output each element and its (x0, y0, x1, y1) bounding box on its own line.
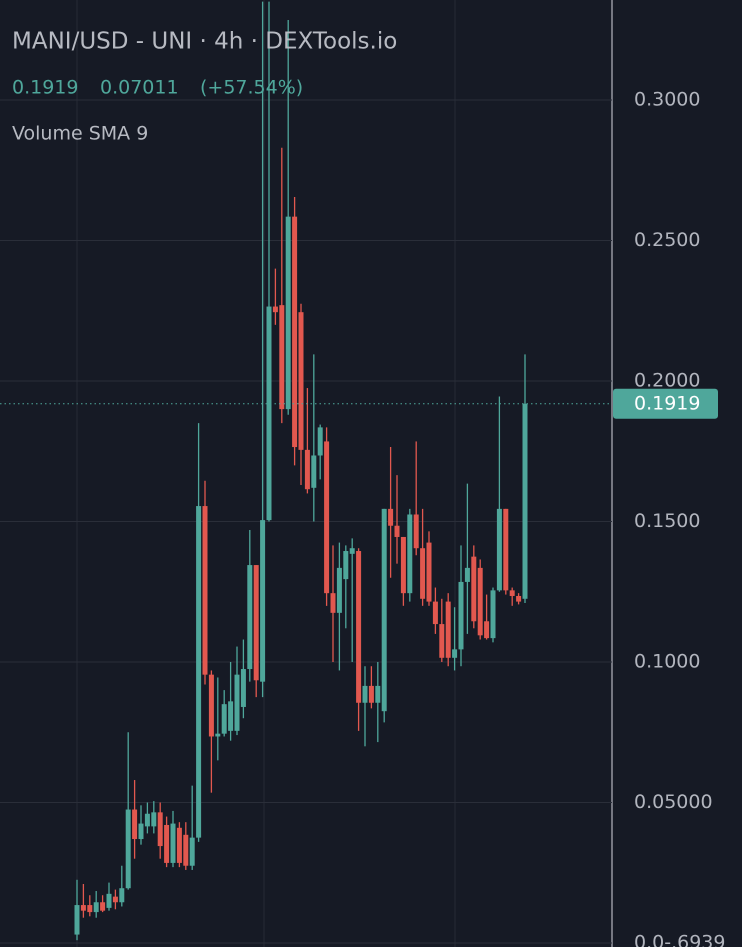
y-tick-label: 0.2500 (634, 229, 700, 251)
candle-body (106, 893, 112, 908)
candle-body (407, 514, 413, 594)
candle-body (426, 542, 432, 602)
candles (74, 1, 528, 941)
candle-body (228, 701, 234, 731)
candle-body (432, 601, 438, 625)
y-tick-label: 0.1000 (634, 651, 700, 673)
indicator-label: Volume SMA 9 (12, 123, 148, 145)
candle-body (503, 508, 509, 591)
candle-body (343, 551, 349, 580)
candle-body (253, 565, 259, 681)
candle-body (464, 567, 470, 582)
candle-body (176, 827, 182, 863)
candle-body (138, 823, 144, 840)
candle-body (471, 556, 477, 622)
candle-body (100, 902, 106, 911)
candle-body (189, 837, 195, 866)
candle-body (304, 449, 310, 490)
candle-body (413, 514, 419, 549)
last-price-tag-label: 0.1919 (634, 392, 700, 414)
candle-body (381, 508, 387, 712)
candle-body (240, 669, 246, 707)
candle-body (87, 905, 93, 913)
candle-body (208, 674, 214, 737)
candle-body (375, 685, 381, 703)
candle-body (516, 595, 522, 602)
candle-body (330, 593, 336, 613)
candle-body (394, 525, 400, 537)
candle-body (170, 823, 176, 863)
y-tick-label: 0.3000 (634, 89, 700, 111)
candle-body (311, 455, 317, 488)
candle-body (522, 403, 528, 599)
candle-body (477, 567, 483, 636)
candle-body (132, 809, 138, 840)
candle-body (349, 548, 355, 554)
candle-body (74, 905, 80, 935)
candle-body (439, 624, 445, 658)
candle-body (272, 306, 278, 313)
candle-body (279, 305, 285, 410)
last-price-tag (613, 388, 718, 419)
chart-title: MANI/USD - UNI · 4h · DEXTools.io (12, 29, 397, 55)
y-tick-label: 0.2000 (634, 370, 700, 392)
candle-body (324, 441, 330, 594)
candle-body (80, 905, 86, 911)
last-price: 0.1919 (12, 77, 78, 99)
y-tick-label: 0.05000 (634, 791, 713, 813)
price-change-percent: (+57.54%) (200, 77, 303, 99)
candle-body (368, 685, 374, 703)
candle-body (144, 813, 150, 827)
candle-body (164, 824, 170, 863)
candle-body (356, 551, 362, 703)
candle-body (157, 812, 163, 847)
candle-body (420, 548, 426, 599)
candle-body (400, 536, 406, 594)
grid (0, 99, 612, 944)
candle-body (484, 621, 490, 639)
candle-body (234, 674, 240, 731)
candle-body (112, 896, 118, 903)
candle-body (260, 520, 266, 682)
candle-body (292, 216, 298, 448)
candle-body (362, 685, 368, 703)
candle-body (445, 601, 451, 658)
candle-body (93, 902, 99, 913)
candle-body (202, 506, 208, 675)
candle-body (285, 216, 291, 410)
candle-body (496, 508, 502, 591)
candle-body (196, 506, 202, 838)
candle-body (266, 306, 272, 521)
y-tick-label: 0.0-.6939 (634, 932, 725, 947)
candle-body (452, 649, 458, 658)
candle-body (490, 590, 496, 639)
candle-body (125, 809, 131, 889)
candle-body (458, 581, 464, 650)
y-tick-label: 0.1500 (634, 510, 700, 532)
candle-body (298, 312, 304, 450)
overlay: 0.1919 (0, 388, 718, 419)
candle-body (183, 834, 189, 866)
candle-body (317, 427, 323, 456)
candle-body (119, 888, 125, 903)
candle-body (388, 508, 394, 526)
candle-body (221, 704, 227, 734)
candle-body (151, 812, 157, 827)
candle-body (336, 567, 342, 613)
candle-body (509, 590, 515, 596)
candle-body (247, 565, 253, 670)
candle-body (215, 733, 221, 737)
price-change: 0.07011 (100, 77, 179, 99)
